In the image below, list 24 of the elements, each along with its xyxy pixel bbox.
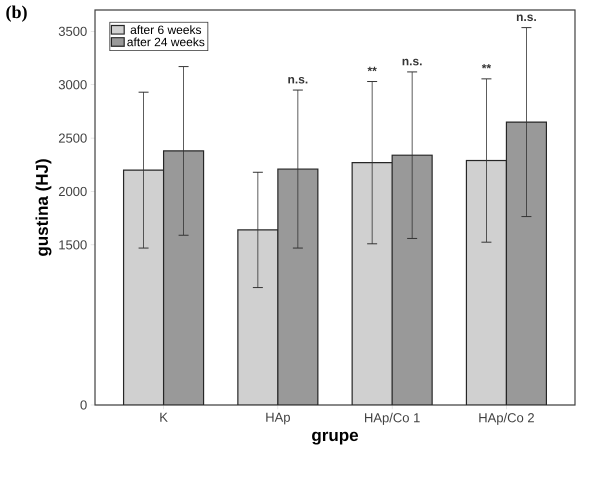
- y-tick-label: 1500: [59, 240, 87, 250]
- bar: [122, 170, 164, 405]
- y-tick-label: 2500: [58, 133, 87, 143]
- x-tick-label: K: [160, 412, 168, 422]
- bar: [466, 160, 508, 405]
- legend-label: after 6 weeks: [130, 25, 202, 34]
- annotation: n.s.: [288, 76, 308, 84]
- y-tick-label: 3500: [58, 26, 87, 36]
- x-axis-title: grupe: [312, 432, 358, 445]
- annotation: **: [368, 66, 377, 72]
- annotation: **: [482, 64, 492, 69]
- legend-label: after 24 weeks: [127, 37, 204, 46]
- y-tick-label: 0: [80, 400, 87, 410]
- bar: [237, 229, 278, 405]
- y-tick-label: 2000: [58, 186, 87, 196]
- x-tick-label: HAp/Co 1: [365, 412, 420, 425]
- annotation: n.s.: [402, 58, 422, 66]
- bar: [352, 162, 393, 405]
- text: (b): [6, 6, 27, 22]
- y-tick-label: 3000: [58, 80, 87, 90]
- annotation: n.s.: [516, 14, 536, 22]
- x-tick-label: HAp/Co 2: [479, 412, 534, 425]
- x-tick-label: HAp: [266, 412, 290, 424]
- y-axis-title: gustina (HJ): [36, 159, 52, 256]
